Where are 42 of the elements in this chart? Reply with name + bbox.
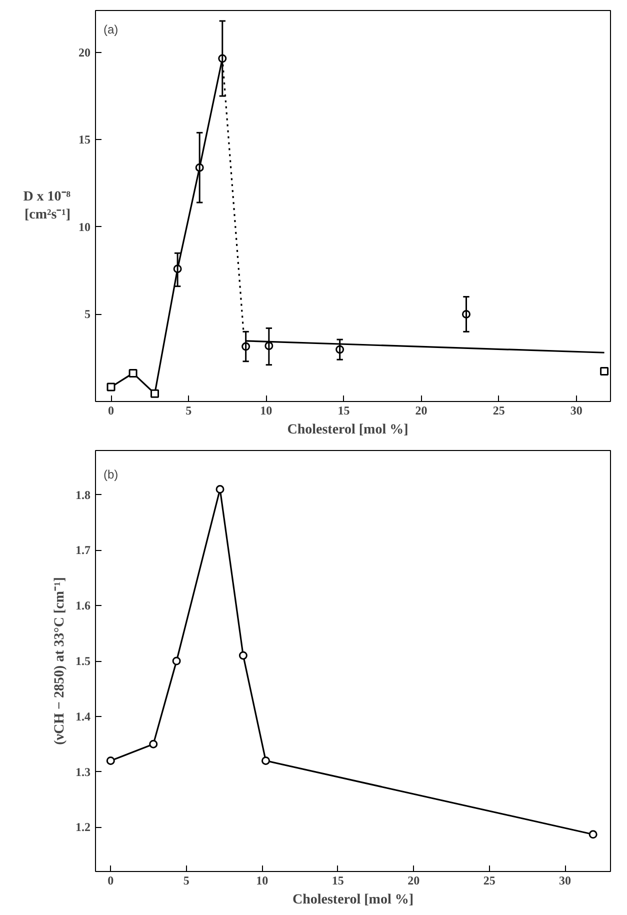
- x-tick-label: 5: [183, 874, 190, 888]
- x-tick-label: 25: [483, 874, 496, 888]
- y-tick-label: 1.2: [76, 820, 90, 834]
- x-tick-label: 30: [570, 404, 582, 418]
- point: [149, 740, 158, 748]
- x-tick-label: 30: [559, 874, 572, 888]
- y-axis-title: D x 10⁻⁸ [cm²s⁻¹]: [23, 190, 71, 222]
- y-tick-label: 1.8: [76, 488, 90, 502]
- y-tick-label: 1.5: [76, 654, 90, 668]
- x-tick-label: 15: [338, 404, 350, 418]
- point: [238, 651, 248, 660]
- x-tick-label: 0: [108, 874, 114, 888]
- x-tick-label: 15: [332, 874, 344, 888]
- x-tick-label: 20: [415, 404, 428, 418]
- x-tick-label: 25: [492, 404, 505, 418]
- point: [600, 367, 609, 376]
- point: [216, 485, 224, 494]
- y-tick-label: 1.3: [76, 764, 90, 779]
- x-tick-label: 20: [408, 874, 420, 888]
- y-tick-label: 20: [78, 45, 90, 60]
- annotation: (b): [104, 468, 118, 482]
- y-tick-label: 1.7: [76, 543, 90, 558]
- x-tick-label: 10: [256, 874, 268, 888]
- x-axis-title: Cholesterol [mol %]: [287, 422, 408, 438]
- y-tick-label: 1.6: [76, 598, 90, 613]
- x-axis-title: Cholesterol [mol %]: [292, 892, 414, 908]
- annotation: (a): [104, 22, 118, 36]
- x-tick-label: 5: [186, 404, 192, 418]
- point: [262, 756, 270, 765]
- point: [150, 389, 160, 398]
- y-tick-label: 15: [78, 132, 90, 147]
- point: [106, 756, 115, 765]
- point: [128, 368, 138, 378]
- y-axis-title: (νCH − 2850) at 33°C [cm⁻¹]: [52, 577, 68, 745]
- point: [106, 382, 116, 392]
- point: [172, 656, 181, 666]
- point: [588, 830, 598, 839]
- x-tick-label: 0: [108, 404, 114, 418]
- x-tick-label: 10: [260, 404, 272, 418]
- y-tick-label: 1.4: [76, 709, 90, 724]
- y-tick-label: 5: [84, 307, 90, 322]
- y-tick-label: 10: [78, 220, 90, 234]
